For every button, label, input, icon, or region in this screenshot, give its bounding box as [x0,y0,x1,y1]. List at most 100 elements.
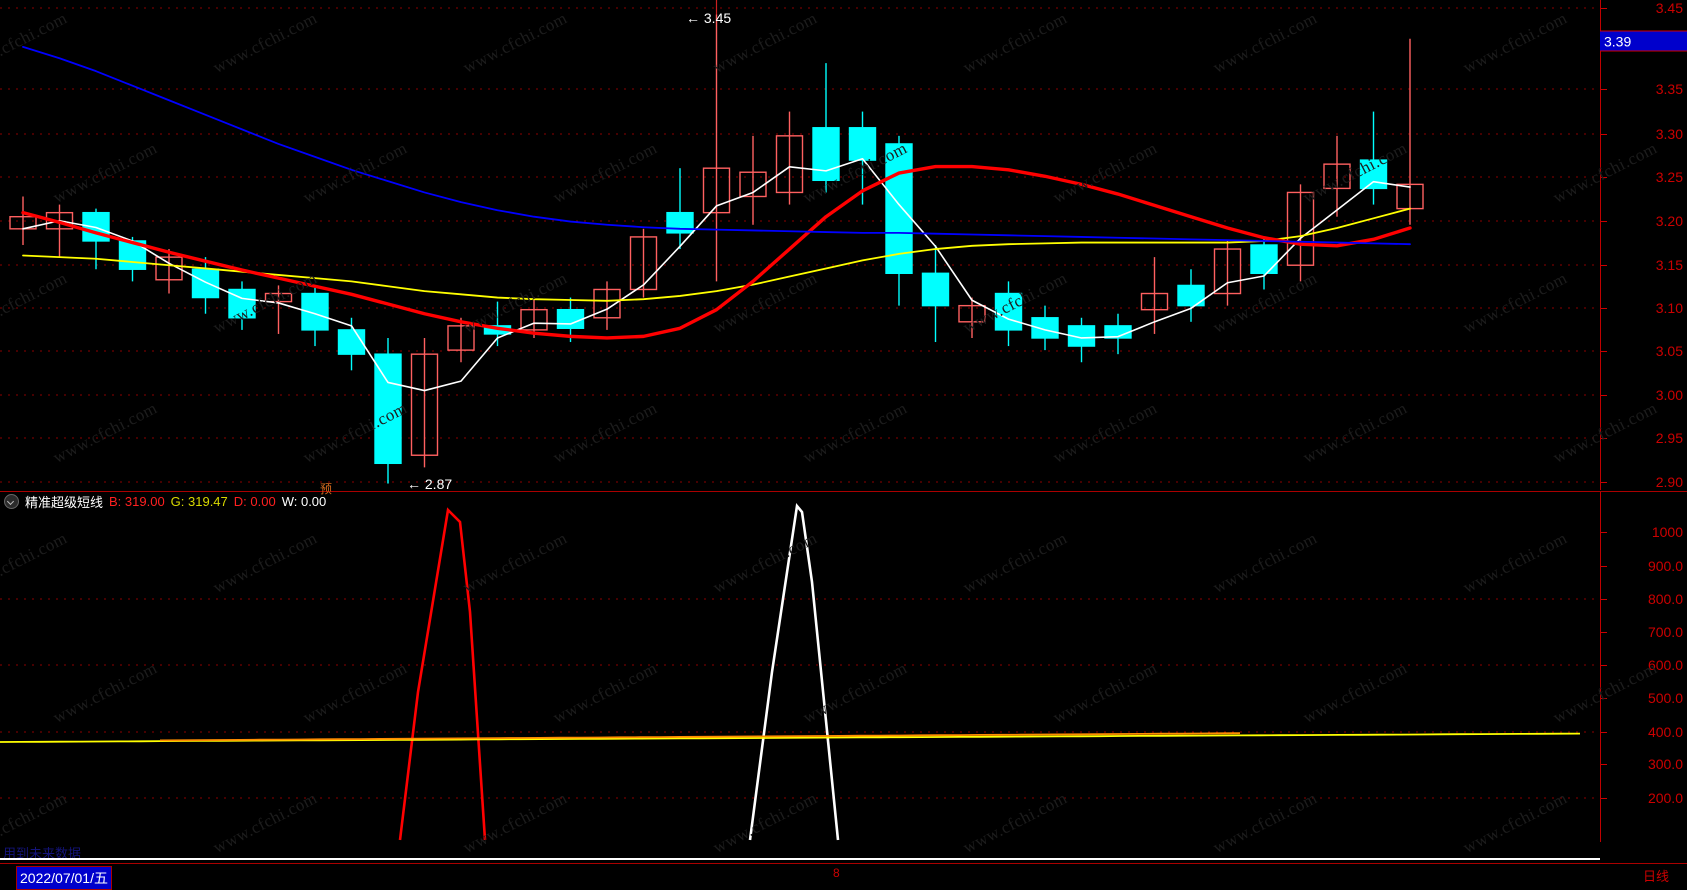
axis-tick-mark [1601,698,1607,699]
current-price-badge: 3.39 [1600,30,1687,52]
axis-tick-mark [1601,632,1607,633]
ma-white-line [22,157,1411,392]
axis-tick-mark [1601,764,1607,765]
axis-tick-mark [1601,532,1607,533]
price-chart-pane[interactable]: 3.45 3.35 3.30 3.25 3.20 3.15 3.10 3.05 3.00 2.95… [0,0,1687,490]
candle-body [45,211,74,230]
axis-tick-mark [1601,351,1607,352]
indicator-plot[interactable] [0,492,1600,842]
chevron-down-icon[interactable] [4,493,19,509]
candle-body [191,268,220,299]
indicator-pane[interactable]: 1000 900.0 800.0 700.0 600.0 500.0 400.0 300.0 2… [0,492,1687,842]
bottom-divider [0,863,1687,864]
indicator-axis-tick: 700.0 [1647,624,1683,640]
price-plot[interactable] [0,0,1600,490]
candle-body [1177,284,1205,307]
indicator-axis[interactable]: 1000 900.0 800.0 700.0 600.0 500.0 400.0 300.0 2… [1600,492,1687,842]
ma-red-line [21,164,1412,340]
indicator-w-value: W: 0.00 [281,493,327,509]
candle-body [629,236,658,291]
candle-body [775,135,804,194]
indicator-d-value: D: 0.00 [233,493,276,509]
price-axis-tick: 3.05 [1655,343,1683,359]
date-label[interactable]: 2022/07/01/五 [16,866,112,890]
indicator-axis-tick: 300.0 [1647,756,1683,772]
candle-body [374,353,402,465]
price-axis-tick: 3.45 [1655,0,1683,16]
indicator-axis-tick: 200.0 [1647,790,1683,806]
candle-body [958,304,986,323]
w-spike-line [748,502,840,841]
axis-tick-mark [1601,665,1607,666]
candle-body [556,308,585,329]
candle-body [520,308,548,331]
axis-tick-mark [1601,732,1607,733]
indicator-axis-tick: 800.0 [1647,591,1683,607]
price-gridlines [0,7,1600,483]
axis-tick-mark [1601,221,1607,222]
candle-body [1359,159,1388,190]
axis-tick-mark [1601,308,1607,309]
candle-body [921,272,950,307]
candle-body [994,292,1023,331]
axis-tick-mark [1601,798,1607,799]
count-marker: 8 [833,866,840,880]
indicator-axis-tick: 1000 [1651,524,1683,540]
indicator-axis-tick: 500.0 [1647,690,1683,706]
candlestick-series[interactable] [9,14,1424,484]
candle-body [410,353,439,456]
axis-tick-mark [1601,89,1607,90]
status-bar: 用到未来数据 2022/07/01/五 8 日线 [0,841,1687,890]
pane-divider [0,491,1687,492]
axis-tick-mark [1601,265,1607,266]
low-annotation: ← 2.87 [407,476,453,492]
b-spike-line [398,507,487,841]
indicator-axis-tick: 600.0 [1647,657,1683,673]
price-axis-tick: 3.20 [1655,213,1683,229]
prediction-marker: 预 [320,482,333,496]
axis-tick-mark [1601,395,1607,396]
axis-tick-mark [1601,8,1607,9]
indicator-gridlines [0,598,1600,799]
candle-body [264,292,293,303]
candle-body [593,288,621,319]
axis-tick-mark [1601,134,1607,135]
indicator-axis-tick: 900.0 [1647,558,1683,574]
candle-body [702,167,731,214]
candle-body [1323,163,1351,190]
candle-body [1031,317,1059,339]
candle-body [1213,248,1242,295]
candle-body [337,329,366,355]
timeframe-label[interactable]: 日线 [1642,870,1669,885]
ma-blue-line [22,45,1411,246]
current-price-value: 3.39 [1604,33,1632,49]
d-value-line [159,732,1241,742]
candle-body [848,127,877,161]
price-axis[interactable]: 3.45 3.35 3.30 3.25 3.20 3.15 3.10 3.05 3.00 2.95… [1600,0,1687,490]
candle-body [739,171,767,198]
candle-body [812,127,840,182]
indicator-header[interactable]: 精准超级短线 B: 319.00 G: 319.47 D: 0.00 W: 0.… [0,492,1604,511]
candle-body [1140,292,1169,311]
candle-body [1250,244,1278,275]
price-axis-tick: 3.10 [1655,300,1683,316]
price-axis-tick: 3.15 [1655,257,1683,273]
baseline-rule [0,858,1600,860]
indicator-axis-tick: 400.0 [1647,724,1683,740]
indicator-name: 精准超级短线 [25,495,104,511]
axis-tick-mark [1601,438,1607,439]
price-axis-tick: 2.95 [1655,430,1683,446]
price-axis-tick: 3.30 [1655,126,1683,142]
price-axis-tick: 3.35 [1655,81,1683,97]
axis-tick-mark [1601,599,1607,600]
price-axis-tick: 3.25 [1655,169,1683,185]
axis-tick-mark [1601,177,1607,178]
candle-body [1067,325,1096,347]
price-axis-tick: 2.90 [1655,474,1683,490]
g-value-line [0,732,1581,743]
candle-body [447,325,475,351]
candle-body [155,256,183,281]
indicator-g-value: G: 319.47 [170,493,228,509]
candle-body [885,143,913,275]
